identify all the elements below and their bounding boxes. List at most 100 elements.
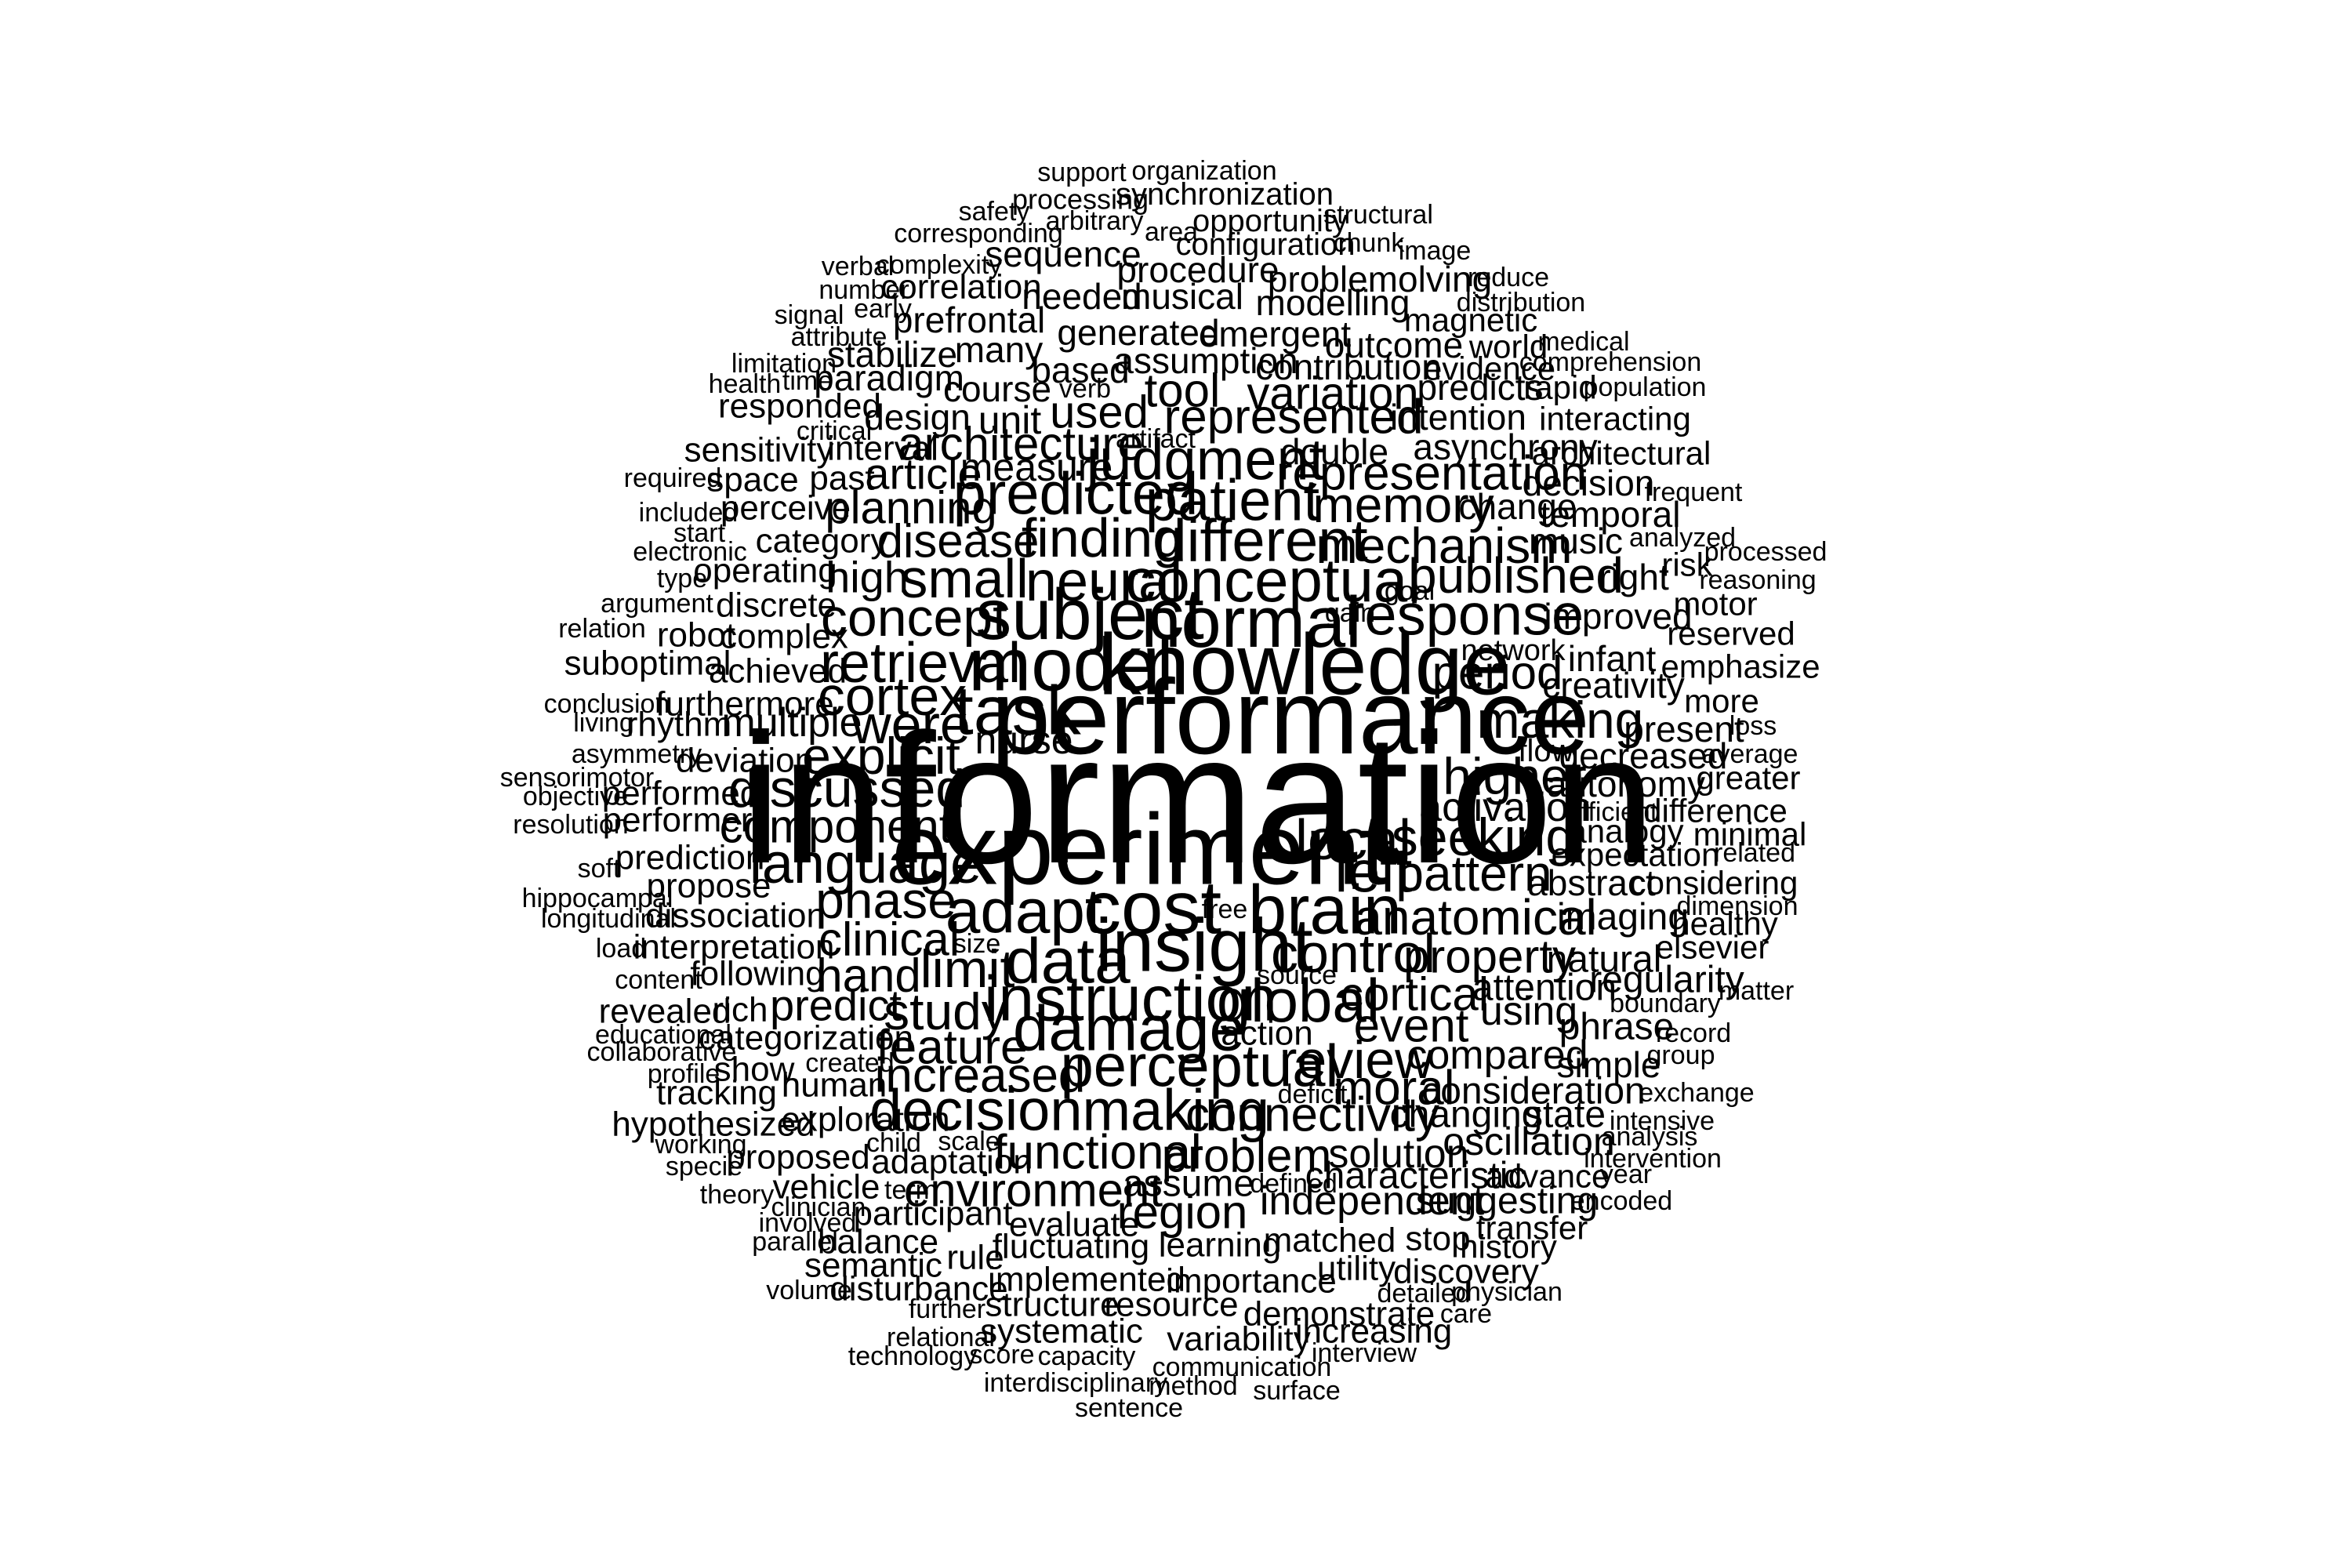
cloud-word-analysis: analysis — [1602, 1122, 1698, 1152]
cloud-word-further: further — [909, 1294, 985, 1324]
cloud-word-review: review — [1279, 1030, 1434, 1090]
cloud-word-balance: balance — [818, 1223, 938, 1261]
cloud-word-problem: problem — [1162, 1130, 1332, 1182]
cloud-word-group: group — [1647, 1040, 1715, 1070]
cloud-word-boundary: boundary — [1610, 989, 1721, 1018]
cloud-word-size: size — [953, 929, 1000, 959]
cloud-word-fluctuating: fluctuating — [993, 1228, 1150, 1266]
cloud-word-structure: structure — [985, 1286, 1119, 1324]
cloud-word-learning: learning — [1159, 1226, 1282, 1265]
cloud-word-interval: interval — [827, 430, 938, 468]
cloud-word-profile: profile — [648, 1059, 720, 1089]
cloud-word-were: were — [851, 694, 971, 755]
cloud-word-tool: tool — [1145, 365, 1221, 417]
cloud-word-environment: environment — [904, 1164, 1163, 1217]
cloud-word-regularity: regularity — [1589, 960, 1744, 1001]
cloud-word-detailed: detailed — [1377, 1279, 1470, 1308]
cloud-word-furthermore: furthermore — [655, 685, 833, 724]
cloud-word-infant: infant — [1568, 638, 1657, 679]
cloud-word-sequence: sequence — [985, 234, 1142, 274]
cloud-word-paradigm: paradigm — [814, 358, 964, 398]
cloud-word-categorization: categorization — [699, 1019, 913, 1058]
cloud-word-decision: decision — [1523, 463, 1655, 503]
cloud-word-frequent: frequent — [1645, 477, 1743, 507]
cloud-word-processing: processing — [1012, 183, 1149, 216]
cloud-word-instruction: instruction — [984, 964, 1277, 1035]
cloud-word-implemented: implemented — [988, 1261, 1185, 1299]
cloud-word-modelling: modelling — [1256, 282, 1410, 323]
cloud-word-following: following — [690, 955, 824, 993]
cloud-word-outcome: outcome — [1325, 325, 1463, 365]
cloud-word-communication: communication — [1152, 1352, 1332, 1382]
cloud-word-sensorimotor: sensorimotor — [500, 763, 655, 793]
cloud-word-seeking: seeking — [1392, 808, 1575, 867]
cloud-word-disease: disease — [877, 515, 1040, 568]
cloud-word-conceptual: conceptual — [1125, 546, 1421, 615]
cloud-word-adapt: adapt — [946, 877, 1102, 946]
cloud-word-moral: moral — [1333, 1062, 1454, 1116]
cloud-word-rule: rule — [946, 1239, 1004, 1277]
cloud-word-suggesting: suggesting — [1416, 1181, 1598, 1222]
cloud-word-motor: motor — [1673, 586, 1757, 622]
cloud-word-multiple: multiple — [721, 700, 862, 746]
cloud-word-volume: volume — [766, 1276, 852, 1305]
cloud-word-suboptimal: suboptimal — [564, 644, 731, 683]
cloud-word-exploration: exploration — [781, 1101, 949, 1139]
cloud-word-propose: propose — [646, 867, 771, 906]
cloud-word-emergent: emergent — [1199, 314, 1352, 354]
cloud-word-advance: advance — [1486, 1158, 1610, 1195]
cloud-word-attribute: attribute — [791, 322, 887, 352]
cloud-word-global: global — [1217, 966, 1380, 1035]
cloud-word-predicts: predicts — [1417, 367, 1543, 408]
cloud-word-generated: generated — [1057, 312, 1219, 353]
cloud-word-critical: critical — [797, 416, 872, 446]
cloud-word-article: article — [865, 449, 982, 499]
cloud-word-memory: memory — [1312, 477, 1494, 533]
cloud-word-used: used — [1050, 387, 1149, 438]
cloud-word-intensive: intensive — [1610, 1106, 1715, 1136]
cloud-word-mechanism: mechanism — [1316, 517, 1572, 574]
cloud-word-responded: responded — [718, 387, 881, 426]
cloud-word-published: published — [1409, 547, 1624, 604]
cloud-word-high: high — [826, 553, 909, 602]
cloud-word-space: space — [706, 461, 798, 499]
cloud-word-making: making — [1477, 691, 1644, 749]
cloud-word-clinician: clinician — [771, 1192, 866, 1222]
cloud-word-music: music — [1529, 521, 1623, 561]
cloud-word-included: included — [639, 498, 739, 528]
cloud-word-analogy: analogy — [1568, 813, 1683, 850]
cloud-word-goal: goal — [1385, 576, 1435, 606]
cloud-word-deficit: deficit — [1278, 1080, 1348, 1109]
cloud-word-revealed: revealed — [599, 993, 731, 1031]
cloud-word-present: present — [1624, 709, 1744, 750]
cloud-word-type: type — [657, 564, 707, 593]
cloud-word-resolution: resolution — [513, 810, 628, 840]
cloud-word-minimal: minimal — [1693, 816, 1807, 853]
cloud-word-patient: patient — [1145, 468, 1320, 533]
cloud-word-arbitrary: arbitrary — [1046, 206, 1144, 236]
cloud-word-prefrontal: prefrontal — [893, 299, 1045, 340]
cloud-word-more: more — [1684, 683, 1759, 720]
cloud-word-load: load — [596, 934, 646, 964]
cloud-word-operating: operating — [693, 552, 837, 590]
cloud-word-variation: variation — [1247, 368, 1418, 419]
cloud-word-tracking: tracking — [656, 1074, 777, 1112]
cloud-word-technology: technology — [848, 1341, 977, 1371]
cloud-word-independent: independent — [1260, 1178, 1485, 1224]
cloud-word-early: early — [854, 294, 912, 324]
cloud-word-language: language — [750, 833, 982, 895]
cloud-word-contribution: contribution — [1255, 347, 1442, 387]
cloud-word-performed: performed — [602, 775, 760, 813]
cloud-word-discovery: discovery — [1393, 1253, 1539, 1291]
cloud-word-physician: physician — [1451, 1277, 1563, 1307]
cloud-word-cortical: cortical — [1340, 968, 1489, 1021]
cloud-word-temporal: temporal — [1541, 494, 1681, 535]
cloud-word-creativity: creativity — [1542, 665, 1684, 706]
cloud-word-semantic: semantic — [804, 1247, 942, 1285]
cloud-word-past: past — [809, 459, 874, 498]
cloud-word-assume: assume — [1123, 1163, 1254, 1205]
cloud-word-clinical: clinical — [818, 913, 960, 966]
cloud-word-double: double — [1280, 431, 1388, 472]
cloud-word-compared: compared — [1406, 1033, 1588, 1078]
